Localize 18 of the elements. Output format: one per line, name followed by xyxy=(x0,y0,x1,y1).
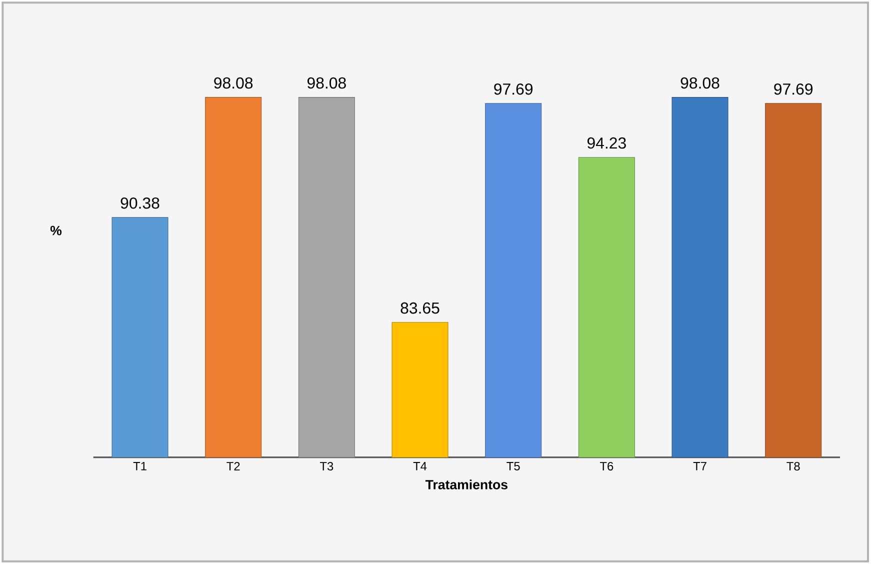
y-axis-title: % xyxy=(50,226,62,236)
data-label: 98.08 xyxy=(214,77,253,89)
x-tick-label: T5 xyxy=(506,462,520,470)
x-tick-label: T7 xyxy=(693,462,706,470)
data-label: 97.69 xyxy=(494,83,533,95)
x-tick-label: T1 xyxy=(133,462,146,470)
data-label: 83.65 xyxy=(400,302,440,314)
x-axis-title: Tratamientos xyxy=(425,480,508,490)
data-label: 90.38 xyxy=(120,197,160,209)
data-label: 98.08 xyxy=(680,77,720,89)
x-tick-label: T6 xyxy=(600,462,614,470)
x-tick-label: T3 xyxy=(320,462,334,470)
data-label: 97.69 xyxy=(774,83,813,95)
x-tick-label: T8 xyxy=(786,462,800,470)
x-tick-label: T4 xyxy=(413,462,427,470)
data-label: 98.08 xyxy=(307,77,346,89)
x-tick-label: T2 xyxy=(226,462,240,470)
data-label: 94.23 xyxy=(587,137,626,149)
